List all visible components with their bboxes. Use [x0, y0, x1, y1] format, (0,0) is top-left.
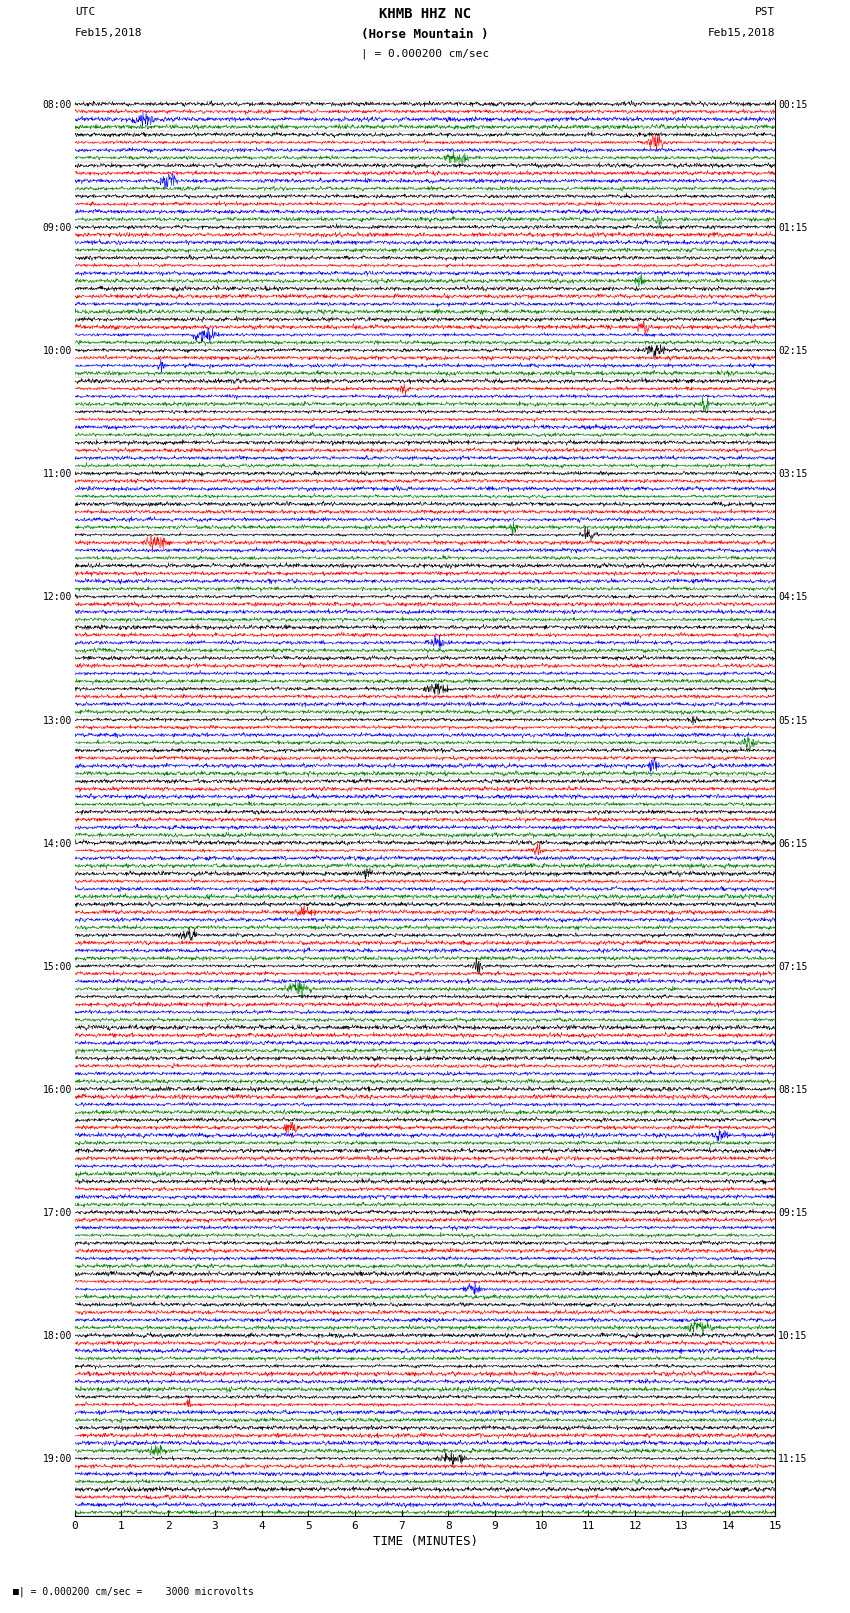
Text: Feb15,2018: Feb15,2018 [708, 29, 775, 39]
X-axis label: TIME (MINUTES): TIME (MINUTES) [372, 1536, 478, 1548]
Text: Feb15,2018: Feb15,2018 [75, 29, 142, 39]
Text: KHMB HHZ NC: KHMB HHZ NC [379, 6, 471, 21]
Text: | = 0.000200 cm/sec: | = 0.000200 cm/sec [361, 48, 489, 60]
Text: UTC: UTC [75, 6, 95, 18]
Text: PST: PST [755, 6, 775, 18]
Text: ■| = 0.000200 cm/sec =    3000 microvolts: ■| = 0.000200 cm/sec = 3000 microvolts [13, 1586, 253, 1597]
Text: (Horse Mountain ): (Horse Mountain ) [361, 29, 489, 42]
